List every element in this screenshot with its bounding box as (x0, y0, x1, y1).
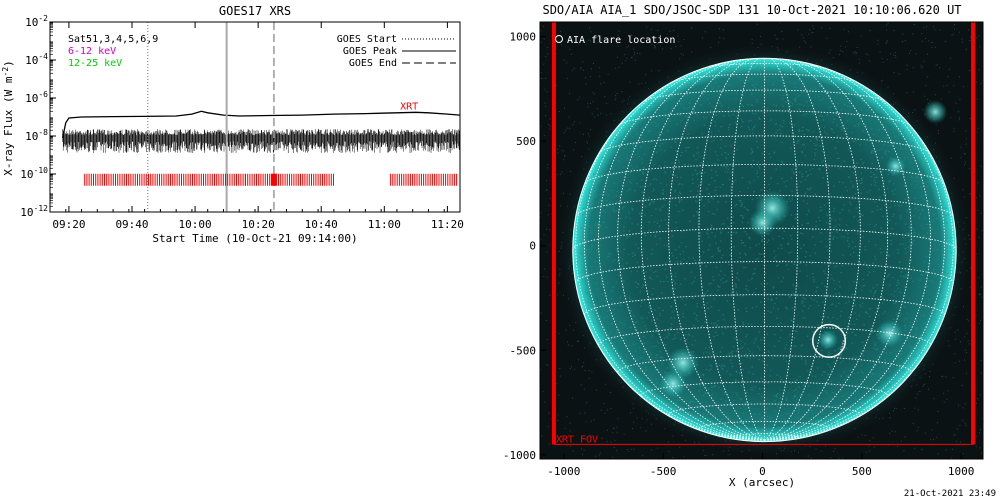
legend-goes-start: GOES Start (337, 34, 397, 45)
legend-goes-end: GOES End (349, 58, 397, 69)
goes-y-tick-base: 10 (25, 16, 38, 29)
aia-y-tick-label: -1000 (503, 449, 536, 462)
aia-y-axis: -1000 -500 0 500 1000 (503, 31, 546, 462)
goes-y-tick-base: 10 (25, 54, 38, 67)
aia-x-tick-label: 0 (759, 465, 766, 478)
aia-legend: AIA flare location (555, 35, 675, 46)
aia-x-tick-label: 500 (852, 465, 872, 478)
aia-chart-title: SDO/AIA AIA_1 SDO/JSOC-SDP 131 10-Oct-20… (542, 3, 961, 17)
goes-x-tick-label: 10:20 (242, 218, 275, 231)
goes-x-tick-label: 11:00 (368, 218, 401, 231)
aia-plot-frame (539, 21, 984, 460)
goes-y-tick-label: 10-10 (20, 166, 48, 181)
goes-plot-area (61, 22, 461, 212)
aia-y-tick-label: 500 (516, 135, 536, 148)
aia-chart: SDO/AIA AIA_1 SDO/JSOC-SDP 131 10-Oct-20… (503, 3, 984, 489)
legend-goes-peak: GOES Peak (343, 46, 397, 57)
goes-y-tick-exponent: -4 (38, 52, 48, 61)
goes-chart: GOES17 XRS 09:20 09:40 10:00 10:20 10:40 11:0… (1, 4, 464, 245)
xrt-coverage-segment-0 (84, 173, 246, 186)
xrt-fov-label: XRT FOV (556, 434, 598, 445)
goes-y-tick-exponent: -6 (38, 90, 48, 99)
footer-timestamp: 21-Oct-2021 23:49 (904, 489, 996, 499)
aia-y-tick-label: 1000 (510, 31, 537, 44)
goes-chart-title: GOES17 XRS (219, 4, 291, 18)
goes-y-tick-base: 10 (25, 92, 38, 105)
active-region-7 (818, 329, 838, 350)
goes-y-axis-label-main: X-ray Flux (W m (2, 76, 15, 176)
goes-x-tick-label: 11:20 (431, 218, 464, 231)
legend-6-12-kev: 6-12 keV (68, 46, 116, 57)
active-region-5 (885, 156, 906, 177)
flare-location-circle (812, 323, 847, 358)
xrt-label: XRT (400, 101, 418, 112)
goes-y-tick-label: 10-8 (25, 128, 48, 143)
goes-y-tick-exponent: -12 (34, 204, 49, 213)
goes-x-axis-label: Start Time (10-Oct-21 09:14:00) (152, 232, 357, 245)
goes-y-tick-label: 10-12 (20, 204, 48, 219)
goes-legend-right: GOES Start GOES Peak GOES End (337, 34, 456, 69)
goes-y-axis-label-superscript: -2 (1, 67, 10, 77)
goes-y-axis-label: X-ray Flux (W m-2) (1, 60, 15, 176)
goes-flux-upper-line (61, 110, 461, 139)
goes-x-tick-label: 09:40 (115, 218, 148, 231)
active-region-3 (659, 369, 688, 398)
aia-y-tick-label: -500 (510, 344, 537, 357)
active-region-1 (748, 208, 777, 237)
goes-legend-left: Sat51,3,4,5,6,9 6-12 keV 12-25 keV (68, 34, 158, 69)
goes-x-tick-label: 10:00 (179, 218, 212, 231)
solar-limb (572, 57, 957, 443)
aia-x-axis-label: X (arcsec) (729, 476, 795, 489)
goes-y-tick-base: 10 (20, 206, 33, 219)
aia-x-axis: -1000 -500 0 500 1000 (547, 453, 974, 478)
active-region-6 (923, 99, 948, 124)
goes-y-tick-exponent: -10 (34, 166, 49, 175)
goes-y-tick-exponent: -2 (38, 14, 48, 23)
legend-flare-location: AIA flare location (567, 35, 675, 46)
aia-x-tick-label: -1000 (547, 465, 580, 478)
goes-y-tick-base: 10 (20, 168, 33, 181)
goes-x-tick-label: 10:40 (305, 218, 338, 231)
aia-plot-area (540, 22, 983, 459)
goes-x-axis: 09:20 09:40 10:00 10:20 10:40 11:00 11:20 (49, 22, 464, 231)
legend-satellites: Sat51,3,4,5,6,9 (68, 34, 158, 45)
goes-y-tick-label: 10-4 (25, 52, 48, 67)
xrt-coverage-segment-2 (390, 173, 458, 186)
goes-y-tick-label: 10-6 (25, 90, 48, 105)
xrt-coverage-highlight (270, 173, 277, 186)
active-region-4 (875, 319, 904, 348)
aia-x-tick-label: -500 (650, 465, 677, 478)
legend-flare-circle (555, 35, 563, 43)
aia-x-tick-label: 1000 (948, 465, 975, 478)
goes-y-tick-base: 10 (25, 130, 38, 143)
goes-x-tick-label: 09:20 (52, 218, 85, 231)
legend-12-25-kev: 12-25 keV (68, 58, 122, 69)
goes-y-tick-label: 10-2 (25, 14, 48, 29)
goes-y-tick-exponent: -8 (38, 128, 48, 137)
goes-y-axis-label-close: ) (2, 60, 15, 67)
xrt-coverage-segment-1 (245, 173, 334, 186)
aia-y-tick-label: 0 (529, 240, 536, 253)
